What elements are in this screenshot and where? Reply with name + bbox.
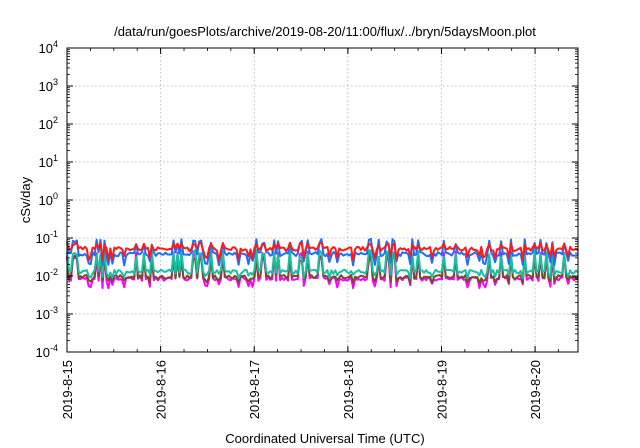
x-tick-label: 2019-8-18 [341,360,356,419]
y-axis-label: cSv/day [18,176,33,223]
x-axis-ticks: 2019-8-15 2019-8-16 2019-8-17 2019-8-18 2019… [60,48,559,419]
x-tick-label: 2019-8-19 [434,360,449,419]
y-tick-label: 104 [39,39,58,56]
y-tick-label: 100 [39,191,58,208]
y-axis-ticks: 10-4 10-3 10-2 10-1 100 101 102 103 104 [36,39,578,360]
y-tick-label: 102 [39,115,58,132]
grid [66,47,578,353]
chart-title: /data/run/goesPlots/archive/2019-08-20/1… [114,24,536,39]
y-tick-label: 103 [39,77,58,94]
y-tick-label: 10-4 [36,343,58,360]
x-tick-label: 2019-8-20 [528,360,543,419]
series-layer [66,237,579,290]
x-tick-label: 2019-8-17 [247,360,262,419]
x-tick-label: 2019-8-16 [154,360,169,419]
y-tick-label: 10-2 [36,267,58,284]
x-axis-label: Coordinated Universal Time (UTC) [225,431,424,446]
y-tick-label: 10-1 [36,229,58,246]
series-line-2 [66,248,579,280]
series-line-0 [66,241,579,262]
x-tick-label: 2019-8-15 [60,360,75,419]
y-tick-label: 101 [39,153,58,170]
y-tick-label: 10-3 [36,305,58,322]
